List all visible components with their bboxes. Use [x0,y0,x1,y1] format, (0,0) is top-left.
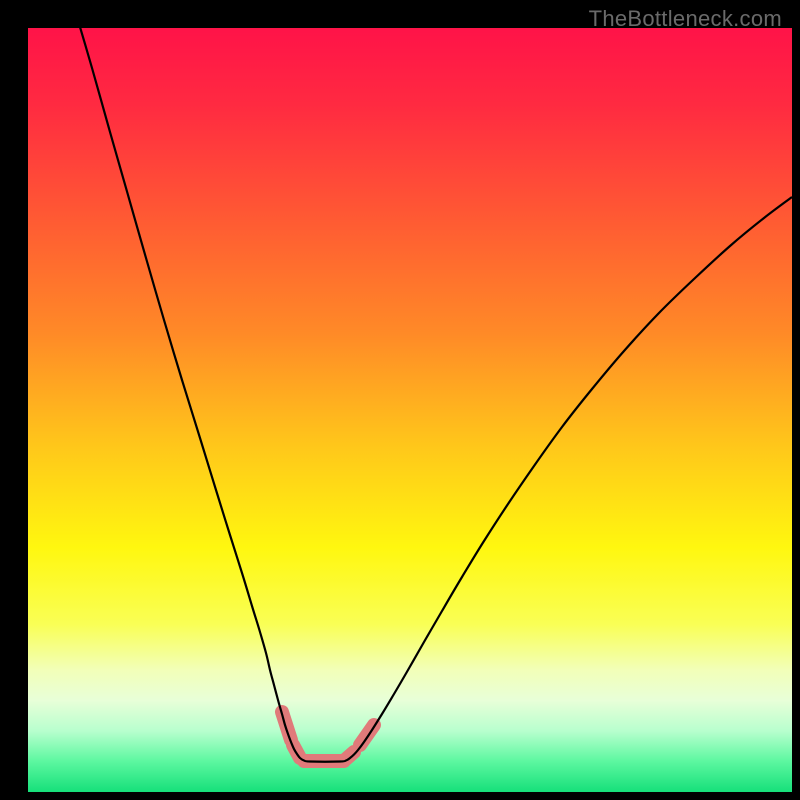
watermark-text: TheBottleneck.com [589,6,782,32]
bottleneck-chart [0,0,800,800]
plot-background [28,28,792,792]
chart-container: TheBottleneck.com [0,0,800,800]
